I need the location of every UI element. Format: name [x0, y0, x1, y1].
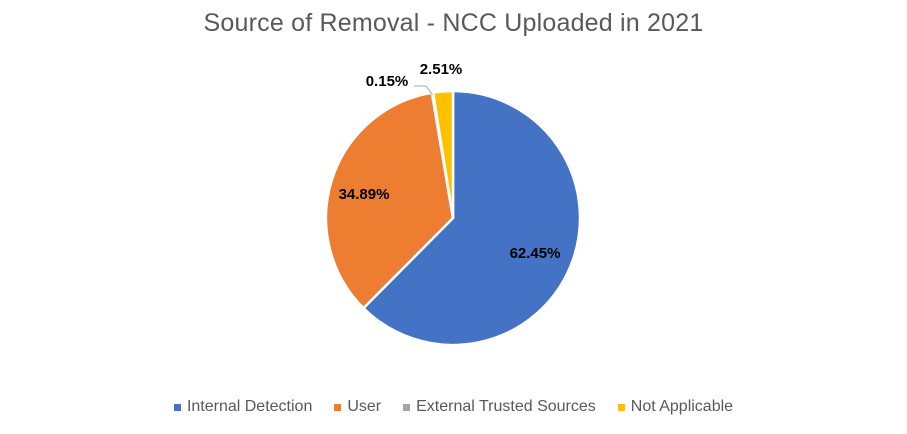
chart-legend: Internal Detection User External Trusted S…	[0, 398, 907, 416]
legend-label: Not Applicable	[630, 398, 734, 415]
legend-item-user: User	[334, 398, 381, 416]
legend-item-external-trusted-sources: External Trusted Sources	[403, 398, 596, 416]
data-label-user: 34.89%	[339, 186, 390, 203]
legend-item-not-applicable: Not Applicable	[617, 398, 734, 416]
legend-swatch	[173, 403, 181, 411]
legend-label: External Trusted Sources	[416, 398, 596, 415]
leader-line-external-trusted-sources	[414, 85, 433, 95]
legend-swatch	[334, 403, 342, 411]
legend-swatch	[617, 403, 625, 411]
legend-item-internal-detection: Internal Detection	[173, 398, 313, 416]
legend-label: User	[347, 398, 382, 415]
data-label-not-applicable: 2.51%	[420, 61, 463, 78]
chart-title: Source of Removal - NCC Uploaded in 2021	[203, 9, 704, 37]
pie-slice-not-applicable	[431, 89, 455, 220]
pie-slice-user	[324, 91, 455, 310]
pie-slice-internal-detection	[362, 89, 582, 347]
legend-label: Internal Detection	[186, 398, 313, 415]
data-label-internal-detection: 62.45%	[510, 245, 561, 262]
data-label-external-trusted-sources: 0.15%	[366, 73, 409, 90]
legend-swatch	[403, 403, 411, 411]
